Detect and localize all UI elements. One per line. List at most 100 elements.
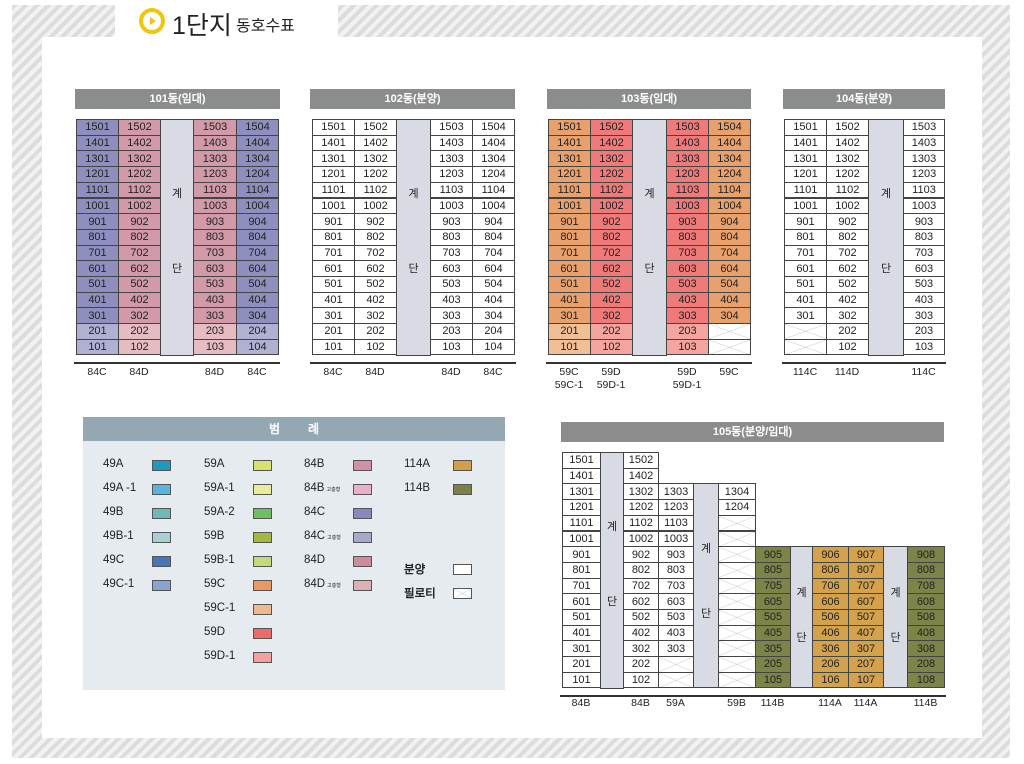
unit-type-label: 114A — [818, 697, 842, 709]
unit-cell: 906 — [812, 546, 849, 563]
unit-cell: 1402 — [826, 134, 869, 152]
unit-cell: 703 — [666, 244, 709, 262]
unit-cell: 103 — [193, 338, 237, 356]
legend-swatch — [253, 508, 272, 519]
unit-cell: 1301 — [548, 150, 591, 168]
legend-title: 범례 — [83, 417, 505, 441]
legend-type: 49C — [103, 554, 125, 566]
unit-cell: 1302 — [826, 150, 869, 168]
unit-cell: 1301 — [76, 150, 119, 168]
unit-cell: 1504 — [236, 119, 279, 136]
unit-type-label: 84B — [631, 697, 650, 709]
unit-cell: 102 — [826, 338, 869, 356]
unit-cell: 904 — [236, 213, 279, 230]
legend-swatch — [453, 484, 472, 495]
unit-cell: 1303 — [658, 483, 694, 501]
legend-type: 114B — [404, 482, 431, 494]
unit-cell: 501 — [562, 609, 601, 626]
unit-type-label: 114A — [853, 697, 878, 709]
unit-cell: 908 — [907, 546, 945, 563]
unit-cell: 1002 — [590, 197, 633, 215]
unit-cell: 304 — [236, 307, 279, 325]
unit-cell: 1101 — [562, 514, 601, 532]
unit-cell: 202 — [623, 656, 659, 673]
unit-cell: 702 — [826, 244, 869, 262]
legend-type: 59A-2 — [204, 506, 235, 518]
unit-cell: 808 — [907, 561, 945, 579]
unit-cell: 104 — [472, 338, 515, 356]
unit-cell: 301 — [784, 307, 827, 325]
unit-cell: 604 — [236, 260, 279, 277]
unit-cell: 606 — [812, 593, 849, 610]
unit-cell: 301 — [312, 307, 355, 325]
unit-cell: 1104 — [708, 181, 751, 199]
unit-cell: 803 — [666, 228, 709, 246]
unit-cell: 901 — [784, 213, 827, 230]
stair-label: 계 — [644, 187, 655, 200]
building-header: 104동(분양) — [783, 89, 945, 109]
piloti-cell — [718, 656, 756, 673]
stair-label: 단 — [644, 263, 655, 275]
unit-cell: 804 — [708, 228, 751, 246]
unit-cell: 708 — [907, 577, 945, 595]
unit-cell: 1103 — [193, 181, 237, 199]
legend-swatch — [353, 580, 372, 591]
legend-type: 49B — [103, 506, 124, 518]
unit-cell: 407 — [848, 624, 884, 642]
unit-cell: 1501 — [562, 452, 601, 469]
unit-cell: 1304 — [708, 150, 751, 168]
unit-cell: 905 — [755, 546, 791, 563]
unit-cell: 302 — [590, 307, 633, 325]
unit-cell: 903 — [193, 213, 237, 230]
unit-cell: 503 — [903, 276, 945, 293]
legend-type: 59B-1 — [204, 554, 235, 566]
legend-swatch — [253, 556, 272, 567]
legend-note: 고층형 — [327, 535, 341, 541]
unit-cell: 901 — [312, 213, 355, 230]
legend-type: 49B-1 — [103, 530, 134, 542]
unit-type-label: 114C — [792, 366, 818, 378]
unit-cell: 103 — [430, 338, 473, 356]
unit-cell: 104 — [236, 338, 279, 356]
unit-cell: 702 — [623, 577, 659, 595]
unit-cell: 802 — [590, 228, 633, 246]
unit-cell: 903 — [430, 213, 473, 230]
unit-cell: 1502 — [826, 119, 869, 136]
unit-cell: 707 — [848, 577, 884, 595]
building-baseline — [74, 361, 280, 364]
unit-cell: 301 — [548, 307, 591, 325]
unit-cell: 702 — [118, 244, 161, 262]
unit-cell: 106 — [812, 671, 849, 689]
unit-cell: 1302 — [590, 150, 633, 168]
unit-cell: 1002 — [118, 197, 161, 215]
unit-cell: 403 — [658, 624, 694, 642]
unit-cell: 603 — [193, 260, 237, 277]
unit-cell: 1401 — [76, 134, 119, 152]
legend-type: 59A — [204, 458, 225, 470]
unit-type-label: 84B — [571, 697, 591, 709]
unit-cell: 307 — [848, 640, 884, 658]
unit-cell: 608 — [907, 593, 945, 610]
unit-cell: 503 — [193, 276, 237, 293]
unit-cell: 303 — [903, 307, 945, 325]
unit-cell: 201 — [312, 323, 355, 340]
stair-label: 계 — [796, 586, 807, 599]
unit-cell: 501 — [76, 276, 119, 293]
unit-cell: 402 — [826, 291, 869, 309]
unit-cell: 108 — [907, 671, 945, 689]
legend-label: 59B — [204, 530, 224, 542]
legend-type: 84B — [304, 482, 325, 494]
unit-cell: 404 — [708, 291, 751, 309]
unit-cell: 602 — [118, 260, 161, 277]
legend-swatch — [253, 652, 272, 663]
unit-cell: 304 — [472, 307, 515, 325]
unit-type-label: 59C — [719, 366, 739, 378]
unit-cell: 801 — [784, 228, 827, 246]
legend-swatch — [453, 460, 472, 471]
unit-cell: 1501 — [312, 119, 355, 136]
legend-label: 49C — [103, 554, 124, 566]
unit-cell: 1304 — [718, 483, 756, 501]
unit-cell: 703 — [193, 244, 237, 262]
unit-cell: 303 — [658, 640, 694, 658]
legend-type: 49A — [103, 458, 124, 470]
